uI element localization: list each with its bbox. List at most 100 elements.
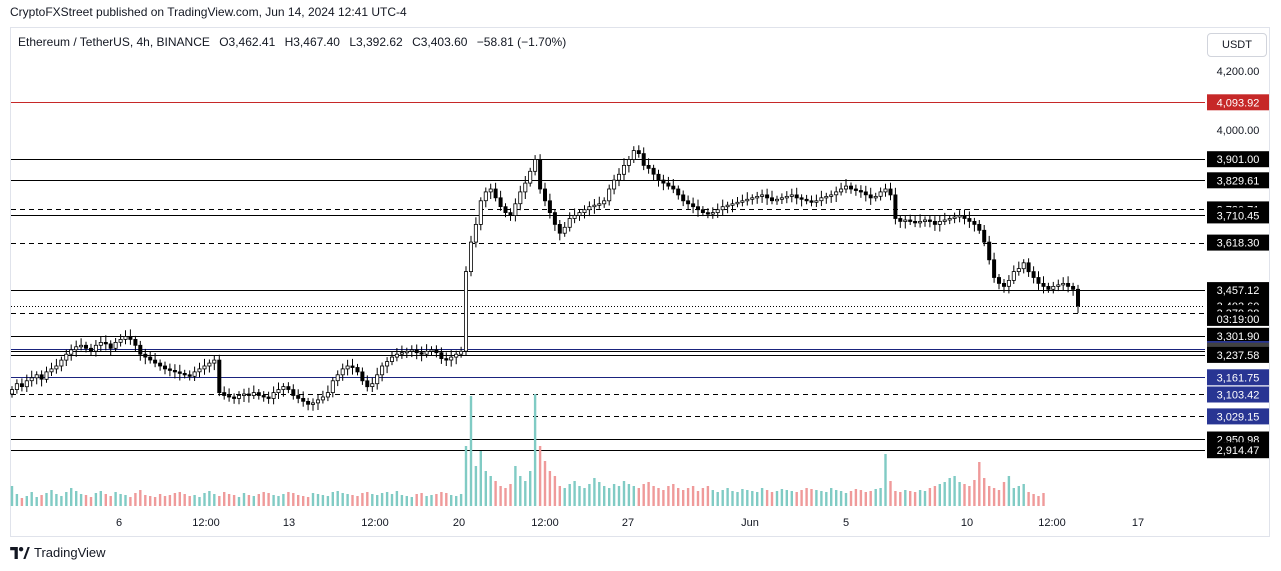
candle-body (409, 349, 414, 352)
publisher-credit: CryptoFXStreet published on TradingView.… (10, 5, 407, 19)
volume-bar (864, 492, 867, 506)
candle-body (84, 344, 89, 349)
candle-body (952, 216, 957, 219)
volume-bar (765, 490, 769, 506)
volume-bar (232, 495, 236, 506)
volume-bar (153, 497, 157, 506)
candle-body (1046, 285, 1051, 290)
volume-bar (775, 491, 779, 506)
volume-bar (696, 491, 700, 506)
candle-body (582, 209, 587, 213)
volume-bar (657, 488, 660, 506)
volume-bar (603, 486, 606, 506)
candle-body (518, 191, 523, 205)
volume-bar (440, 492, 443, 506)
volume-bar (469, 396, 473, 506)
candle-body (671, 185, 676, 190)
candle-body (241, 393, 246, 396)
candle-body (705, 212, 710, 215)
candle-body (626, 159, 631, 166)
candle-body (222, 392, 227, 396)
volume-bar (346, 494, 349, 506)
y-axis-tick-label: 4,200.00 (1217, 66, 1260, 78)
tradingview-logo-icon (10, 546, 30, 559)
volume-bar (292, 493, 295, 506)
tradingview-footer[interactable]: TradingView (10, 545, 106, 560)
volume-bar (795, 492, 798, 506)
volume-bar (928, 488, 932, 506)
volume-bar (622, 481, 626, 506)
volume-bar (642, 484, 645, 506)
candle-body (93, 344, 98, 352)
candle-body (187, 374, 192, 377)
candle-body (552, 212, 557, 225)
volume-bar (272, 495, 275, 506)
volume-bar (450, 495, 453, 506)
volume-bar (277, 496, 280, 506)
volume-bar (1002, 482, 1006, 506)
level-label-bg (1207, 234, 1269, 251)
volume-bar (484, 471, 487, 506)
volume-bar (790, 491, 793, 506)
currency-button[interactable]: USDT (1207, 33, 1267, 57)
candle-body (617, 173, 622, 181)
volume-bar (756, 492, 759, 506)
candle-body (360, 371, 365, 382)
level-price-label: 3,829.61 (1207, 172, 1269, 189)
volume-bar (958, 482, 961, 506)
volume-bar (810, 489, 813, 506)
candle-body (612, 179, 617, 190)
candle-body (656, 173, 661, 181)
volume-bar (780, 489, 784, 506)
candle-body (335, 374, 340, 382)
volume-bar (89, 497, 93, 506)
candle-body (572, 215, 577, 219)
volume-bar (978, 462, 981, 506)
volume-bar (144, 495, 147, 506)
volume-bar (297, 495, 300, 506)
volume-bar (647, 482, 650, 506)
volume-bar (252, 496, 255, 506)
candle-body (429, 349, 434, 352)
candle-body (641, 153, 646, 166)
volume-bar (839, 491, 843, 506)
candle-body (533, 159, 538, 172)
volume-bar (963, 484, 966, 506)
volume-bar (504, 488, 507, 506)
volume-bar (20, 498, 24, 506)
candle-body (932, 220, 937, 225)
candle-body (29, 377, 34, 382)
volume-bar (608, 488, 611, 506)
countdown-bg (1207, 311, 1269, 326)
volume-bar (410, 497, 413, 506)
volume-bar (548, 471, 552, 506)
candle-body (868, 194, 873, 199)
volume-bar (617, 486, 621, 506)
countdown-label: 03:19:00 (1217, 314, 1260, 326)
candle-body (212, 359, 217, 364)
candle-body (167, 368, 172, 371)
candle-body (291, 389, 296, 396)
volume-bar (173, 493, 177, 506)
candle-body (59, 359, 64, 367)
volume-bar (435, 494, 438, 506)
volume-bar (953, 476, 956, 506)
volume-bar (104, 494, 107, 506)
ohlc-change: −58.81 (−1.70%) (476, 35, 567, 49)
candle-body (113, 341, 118, 349)
candle-body (987, 241, 992, 261)
symbol-name[interactable]: Ethereum / TetherUS, 4h, BINANCE (18, 35, 210, 49)
candle-body (1016, 268, 1021, 273)
volume-bar (99, 491, 102, 506)
candle-body (310, 402, 315, 405)
volume-bar (306, 497, 310, 506)
volume-bar (736, 492, 739, 506)
volume-bar (479, 451, 482, 506)
candle-body (64, 353, 69, 361)
candle-body (700, 209, 705, 213)
candle-body (745, 198, 750, 202)
volume-bar (563, 488, 566, 506)
volume-bar (805, 488, 808, 506)
candle-body (123, 336, 128, 340)
